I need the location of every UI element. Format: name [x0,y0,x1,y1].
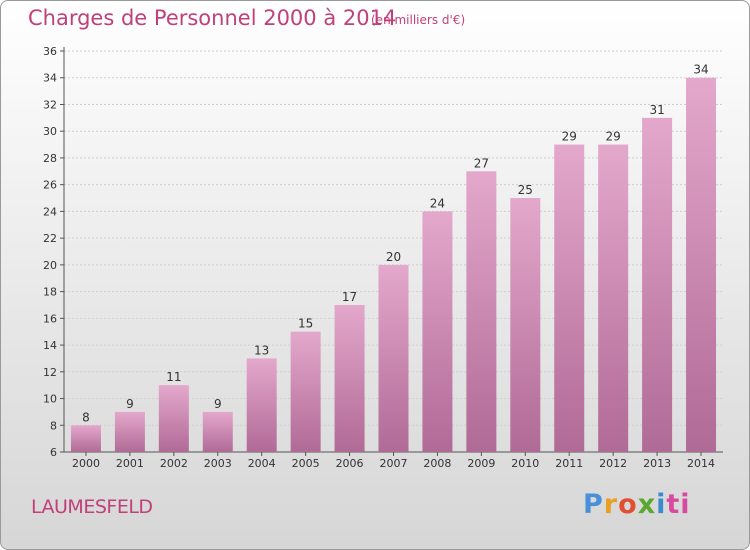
y-tick-label: 16 [43,312,57,325]
data-label-2014: 34 [693,63,708,77]
data-label-2011: 29 [562,130,577,144]
y-tick-label: 28 [43,152,57,165]
x-tick-label: 2001 [116,457,144,470]
data-label-2003: 9 [214,397,222,411]
proxiti-logo: Proxiti [583,489,691,520]
bar-2012 [598,144,629,453]
x-tick-label: 2000 [72,457,100,470]
data-label-2013: 31 [649,103,664,117]
data-label-2012: 29 [606,130,621,144]
data-label-2009: 27 [474,156,489,170]
y-tick-label: 26 [43,179,57,192]
data-label-2007: 20 [386,250,401,264]
x-tick-label: 2008 [423,457,451,470]
y-tick-label: 10 [43,393,57,406]
data-label-2008: 24 [430,196,445,210]
bar-2009 [466,171,497,453]
y-tick-label: 32 [43,98,57,111]
bar-2000 [70,425,101,452]
x-tick-label: 2004 [248,457,276,470]
bar-2005 [290,331,321,452]
y-tick-label: 30 [43,125,57,138]
bar-2011 [554,144,585,453]
y-tick-label: 36 [43,45,57,58]
x-tick-label: 2009 [467,457,495,470]
data-label-2000: 8 [82,410,90,424]
x-tick-label: 2011 [555,457,583,470]
x-tick-label: 2014 [687,457,715,470]
y-tick-label: 34 [43,72,57,85]
y-tick-label: 20 [43,259,57,272]
data-label-2001: 9 [126,397,134,411]
chart-title: Charges de Personnel 2000 à 2014 [28,6,397,30]
bar-2006 [334,304,365,452]
bar-2008 [422,211,453,452]
bar-2002 [158,385,189,452]
y-tick-label: 24 [43,205,57,218]
bar-2010 [510,198,541,452]
x-tick-label: 2006 [336,457,364,470]
commune-name: LAUMESFELD [31,496,153,518]
data-label-2006: 17 [342,290,357,304]
y-tick-label: 22 [43,232,57,245]
bar-2003 [202,411,233,452]
chart-unit: (en milliers d'€) [371,13,466,27]
data-label-2010: 25 [518,183,533,197]
x-tick-label: 2003 [204,457,232,470]
bar-2007 [378,264,409,452]
y-tick-label: 12 [43,366,57,379]
x-tick-label: 2010 [511,457,539,470]
y-tick-label: 14 [43,339,57,352]
x-tick-label: 2002 [160,457,188,470]
bar-2001 [114,411,145,452]
data-label-2005: 15 [298,317,313,331]
y-tick-label: 6 [50,446,57,459]
x-tick-label: 2012 [599,457,627,470]
x-tick-label: 2007 [380,457,408,470]
data-label-2002: 11 [166,370,181,384]
y-tick-label: 8 [50,419,57,432]
y-tick-label: 18 [43,286,57,299]
bar-2013 [642,117,673,452]
x-tick-label: 2013 [643,457,671,470]
data-label-2004: 13 [254,343,269,357]
bar-2004 [246,358,277,452]
x-tick-label: 2005 [292,457,320,470]
bar-2014 [686,77,717,452]
